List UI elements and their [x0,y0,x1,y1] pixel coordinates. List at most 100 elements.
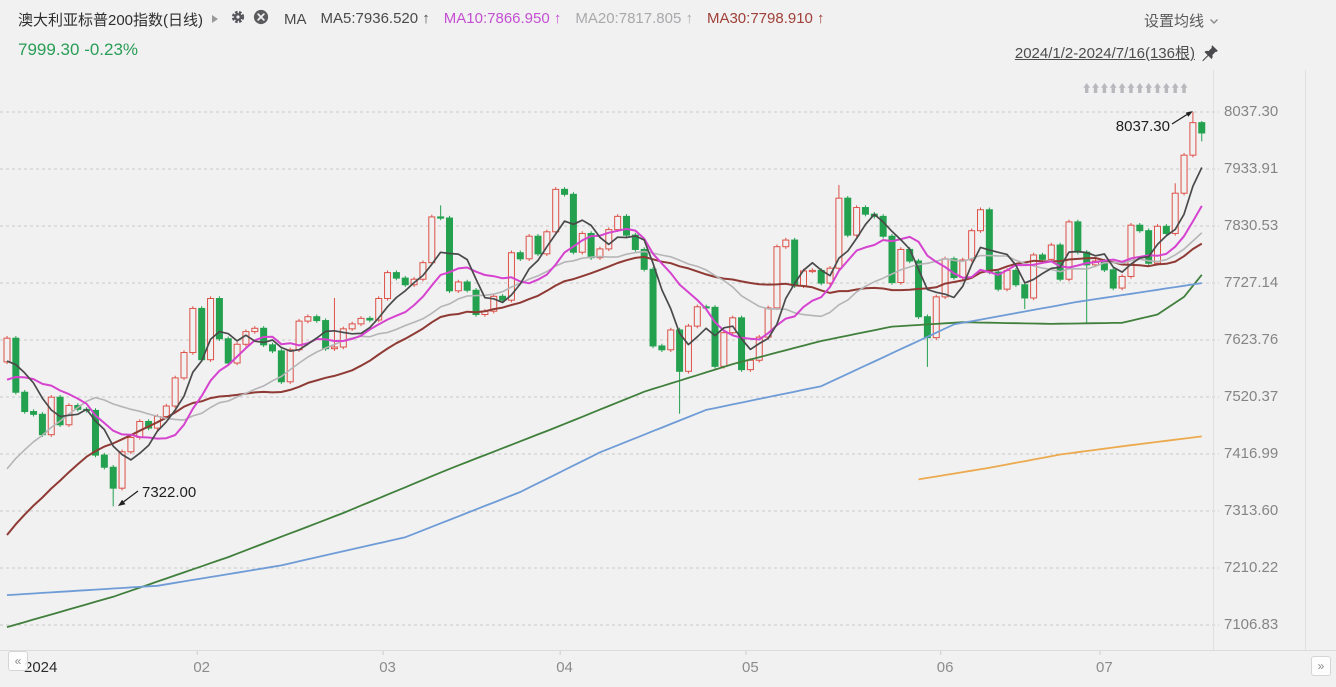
candle-body [1012,269,1020,286]
candle-body [215,298,223,340]
candle-body [251,327,259,333]
candle-body [109,466,117,489]
candle-body [463,281,471,291]
ma-line-ma10 [6,205,1203,440]
close-icon[interactable] [253,9,269,30]
scroll-right-button[interactable]: » [1311,656,1331,676]
axis-separator [1213,70,1214,650]
candle-body [313,316,321,322]
x-axis-label: 07 [1096,659,1113,676]
candle-body [516,252,524,260]
x-axis-line [0,650,1336,651]
candle-body [985,209,993,273]
y-axis-label: 7313.60 [1224,502,1279,519]
ma-line-ma5 [6,167,1203,461]
candle-body [605,229,613,250]
candle-body [720,332,728,367]
candle-body [773,246,781,309]
candle-body [180,352,188,379]
candle-body [162,405,170,418]
candle-body [746,359,754,371]
up-arrow-icon [1136,83,1144,93]
ma-value-0: MA5:7936.520 ↑ [320,10,430,27]
candle-body [304,316,312,322]
price-row: 7999.30 -0.23% [18,38,138,62]
x-axis-label: 02 [193,659,211,676]
candle-body [1127,224,1135,277]
pin-icon[interactable] [1200,43,1220,63]
candle-body [1136,224,1144,232]
candle-body [861,207,869,215]
high-annotation: 8037.30 [1116,118,1170,135]
candle-body [1171,192,1179,234]
candle-body [1074,221,1082,253]
last-price: 7999.30 -0.23% [18,40,139,59]
ma-value-1: MA10:7866.950 ↑ [443,10,562,27]
y-axis-label: 7933.91 [1224,160,1279,177]
candle-body [649,268,657,347]
candle-body [401,277,409,286]
ma-value-2: MA20:7817.805 ↑ [575,10,693,27]
ma-line-ma30 [6,242,1203,536]
scroll-left-button[interactable]: « [8,651,28,671]
candle-body [1180,154,1188,194]
low-annotation: 7322.00 [142,484,196,501]
candle-body [1118,275,1126,289]
x-axis-label: 04 [556,659,573,676]
up-arrow-icon [1092,83,1099,93]
y-axis-label: 7106.83 [1224,616,1279,633]
up-arrow-icon [1109,83,1117,93]
date-range-link[interactable]: 2024/1/2-2024/7/16(136根) [1014,45,1195,62]
candle-body [490,295,498,312]
candle-body [269,344,276,352]
up-arrow-icon [1127,83,1135,93]
expand-triangle-icon[interactable] [212,15,219,23]
y-axis-label: 7210.22 [1224,559,1279,576]
ma-value-3: MA30:7798.910 ↑ [706,10,825,27]
candle-body [552,188,560,233]
candle-body [428,216,436,264]
candle-body [1109,269,1117,289]
candle-body [92,409,99,456]
candle-body [127,436,135,453]
ma-values: MA5:7936.520 ↑ MA10:7866.950 ↑ MA20:7817.8… [321,10,839,28]
candle-body [853,207,861,236]
candle-body [684,325,692,372]
candle-body [21,391,29,413]
candle-body [207,298,215,361]
up-arrow-icon [1162,83,1170,93]
y-axis-label: 8037.30 [1224,103,1279,120]
candle-body [330,346,338,350]
up-arrow-icon [1180,83,1188,93]
ma-settings-button[interactable]: 设置均线 [1144,10,1220,31]
candle-body [525,235,533,260]
chevron-down-icon [1210,18,1218,24]
candle-body [189,307,197,354]
candle-body [1145,230,1153,264]
high-annotation-arrowhead [1185,111,1193,117]
candle-body [835,197,843,269]
candle-body [224,338,232,364]
up-arrow-icon [1118,83,1126,93]
candle-body [198,307,206,361]
candle-body [640,248,648,270]
date-range-box: 2024/1/2-2024/7/16(136根) [1015,42,1220,63]
candle-body [658,345,666,351]
candle-body [782,239,790,248]
candle-body [384,272,392,300]
candle-body [923,316,931,339]
up-arrow-icon [1083,83,1091,93]
candle-body [994,271,1002,290]
candle-body [286,349,294,383]
gear-icon[interactable] [230,9,246,30]
candle-body [1065,221,1073,280]
candle-body [667,329,675,351]
candle-body [348,323,356,330]
candle-body [676,329,684,372]
page-title[interactable]: 澳大利亚标普200指数(日线) [18,11,204,29]
y-axis-label: 7416.99 [1224,445,1279,462]
candle-body [844,197,852,236]
candle-body [561,188,569,195]
candle-body [277,350,285,383]
